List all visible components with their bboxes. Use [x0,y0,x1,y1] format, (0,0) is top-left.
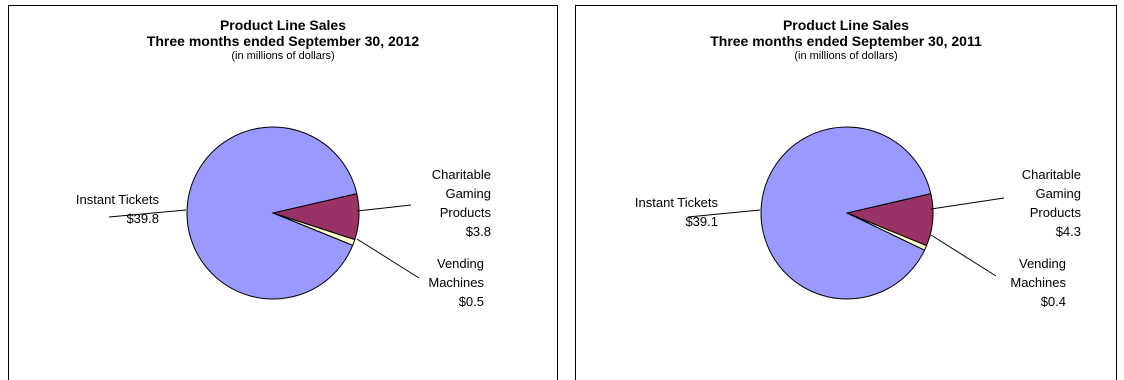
chart-units-note: (in millions of dollars) [794,50,898,62]
slice-label-vending-machines: Vending Machines $0.4 [1010,256,1066,309]
pie-plot [687,126,1005,300]
leader-line [356,238,420,279]
chart-units-note: (in millions of dollars) [231,50,335,62]
slice-label-charitable-gaming: Charitable Gaming Products $4.3 [1021,167,1081,239]
chart-right: Product Line Sales Three months ended Se… [575,5,1117,380]
slice-label-instant-tickets: Instant Tickets $39.1 [634,195,718,229]
slice-label-vending-machines: Vending Machines $0.5 [428,256,484,309]
slice-label-charitable-gaming: Charitable Gaming Products $3.8 [431,167,491,239]
chart-title: Product Line Sales [782,17,910,33]
leader-line [356,204,412,212]
pie-plot [108,126,420,300]
slice-instant-tickets [186,126,358,300]
leader-line [108,209,187,218]
chart-subtitle: Three months ended September 30, 2012 [146,33,420,49]
leader-line [930,234,997,277]
chart-subtitle: Three months ended September 30, 2011 [710,33,982,49]
chart-title: Product Line Sales [219,17,347,33]
leader-line [930,197,1005,210]
leader-line [687,209,761,218]
chart-left: Product Line Sales Three months ended Se… [8,5,558,380]
slice-label-instant-tickets: Instant Tickets $39.8 [75,192,159,226]
slice-instant-tickets [760,126,932,300]
